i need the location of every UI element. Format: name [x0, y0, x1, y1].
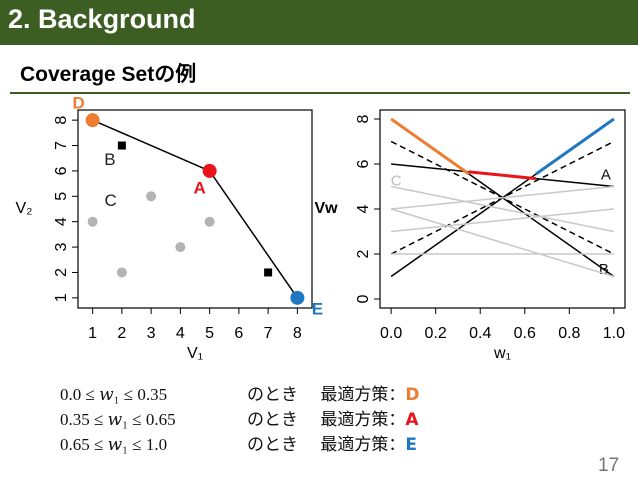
policy: A — [405, 410, 419, 430]
point — [204, 216, 215, 227]
y-tick-label: 4 — [53, 217, 70, 226]
line-label: B — [599, 261, 609, 278]
line-label: A — [601, 166, 611, 183]
line — [391, 185, 614, 210]
header-band — [0, 0, 638, 45]
plot-frame — [77, 109, 313, 309]
x-tick-label: 5 — [205, 325, 214, 342]
policy-label: 最適方策： — [320, 410, 406, 430]
subtitle: Coverage Setの例 — [20, 63, 197, 86]
line — [535, 117, 615, 176]
point-label: D — [72, 94, 84, 113]
policy-label: 最適方策： — [320, 385, 406, 405]
condition-when: のとき — [247, 410, 298, 430]
y-tick-label: 2 — [53, 268, 70, 277]
y-tick-label: 7 — [53, 141, 70, 150]
x-axis-label: w₁ — [493, 345, 511, 362]
y-tick-label: 8 — [53, 116, 70, 125]
y-tick-label: 8 — [355, 114, 372, 123]
y-tick-label: 2 — [355, 249, 372, 258]
x-tick-label: 4 — [176, 325, 185, 342]
condition-range: 0.0 ≤ 𝑤₁ ≤ 0.35 — [60, 385, 168, 404]
y-tick-label: 3 — [53, 243, 70, 252]
y-tick-label: 4 — [355, 204, 372, 213]
point — [146, 191, 157, 202]
y-tick-label: 6 — [53, 166, 70, 175]
line — [390, 185, 615, 233]
policy: D — [405, 385, 420, 405]
slide-title: 2. Background — [8, 4, 196, 34]
condition-row: 0.0 ≤ 𝑤₁ ≤ 0.35 のとき 最適方策：D — [60, 380, 420, 405]
x-tick-label: 1.0 — [603, 325, 625, 342]
line-label: C — [391, 172, 402, 189]
line — [468, 170, 537, 181]
x-axis-label: V₁ — [187, 345, 203, 362]
condition-row: 0.65 ≤ 𝑤₁ ≤ 1.0 のとき 最適方策：E — [60, 430, 417, 455]
x-tick-label: 6 — [234, 325, 243, 342]
y-tick-label: 0 — [355, 294, 372, 303]
y-axis-label: Vw — [314, 200, 338, 217]
point — [85, 113, 100, 128]
x-tick-label: 7 — [264, 325, 273, 342]
y-tick-label: 1 — [53, 293, 70, 302]
x-tick-label: 3 — [147, 325, 156, 342]
line — [391, 208, 614, 233]
condition-when: のとき — [247, 385, 298, 405]
point-label: C — [104, 191, 116, 210]
y-axis-label: V₂ — [16, 200, 33, 217]
point — [116, 267, 127, 278]
condition-range: 0.65 ≤ 𝑤₁ ≤ 1.0 — [60, 435, 168, 454]
condition-row: 0.35 ≤ 𝑤₁ ≤ 0.65 のとき 最適方策：A — [60, 405, 419, 430]
point — [264, 268, 273, 277]
y-tick-label: 6 — [355, 159, 372, 168]
x-tick-label: 1 — [88, 325, 97, 342]
point — [290, 290, 305, 305]
point-label: B — [104, 150, 115, 169]
point — [175, 242, 186, 253]
x-tick-label: 0.8 — [558, 325, 580, 342]
point-label: A — [193, 178, 205, 197]
policy: E — [405, 435, 418, 455]
point-label: E — [312, 299, 323, 318]
x-tick-label: 2 — [117, 325, 126, 342]
x-tick-label: 0.0 — [380, 325, 402, 342]
point — [117, 141, 126, 150]
point — [87, 216, 98, 227]
subtitle-rule — [10, 92, 630, 94]
y-tick-label: 5 — [53, 192, 70, 201]
page-number: 17 — [598, 455, 620, 476]
condition-range: 0.35 ≤ 𝑤₁ ≤ 0.65 — [60, 410, 176, 429]
policy-label: 最適方策： — [320, 435, 406, 455]
x-tick-label: 0.4 — [469, 325, 491, 342]
x-tick-label: 0.6 — [514, 325, 536, 342]
condition-when: のとき — [247, 435, 298, 455]
line — [390, 208, 615, 278]
line — [390, 117, 470, 176]
point — [202, 163, 217, 178]
x-tick-label: 0.2 — [425, 325, 447, 342]
x-tick-label: 8 — [293, 325, 302, 342]
